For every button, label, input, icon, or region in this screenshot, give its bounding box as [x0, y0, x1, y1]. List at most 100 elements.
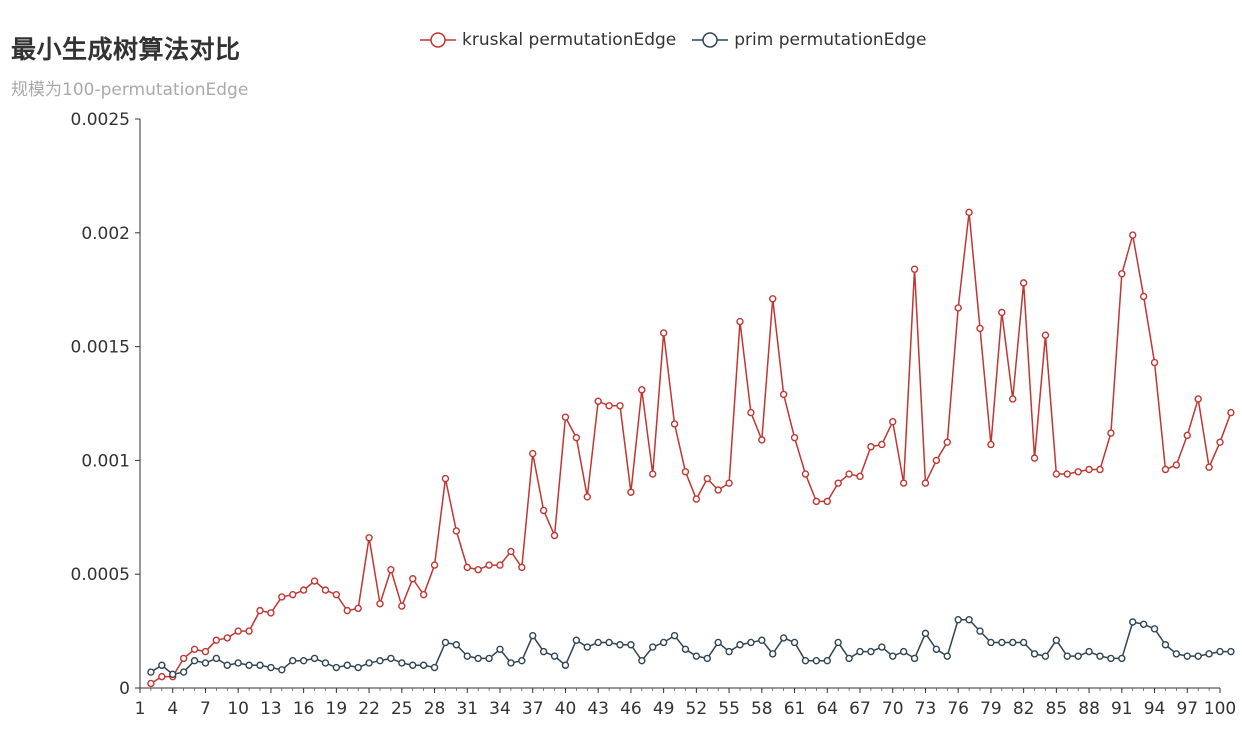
x-tick-label: 4 [167, 699, 178, 719]
data-point-kruskal [725, 479, 733, 487]
legend: kruskal permutationEdge prim permutation… [420, 30, 926, 50]
data-point-kruskal [659, 329, 668, 337]
data-point-prim [1052, 636, 1061, 644]
data-point-kruskal [1129, 231, 1137, 239]
data-point-kruskal [518, 563, 526, 572]
data-point-kruskal [223, 634, 231, 642]
data-point-prim [987, 638, 995, 647]
data-point-kruskal [354, 604, 362, 613]
legend-label-prim: prim permutationEdge [734, 30, 927, 50]
legend-item-kruskal[interactable]: kruskal permutationEdge [420, 30, 676, 50]
data-point-prim [889, 652, 897, 660]
data-point-kruskal [245, 627, 253, 635]
data-point-prim [627, 641, 635, 649]
data-point-kruskal [387, 565, 395, 574]
data-point-kruskal [409, 575, 417, 583]
data-point-kruskal [616, 402, 624, 410]
data-point-kruskal [878, 440, 886, 449]
data-point-prim [452, 641, 461, 649]
chart-subtitle: 规模为100-permutationEdge [11, 80, 249, 100]
data-point-kruskal [670, 420, 679, 428]
data-point-kruskal [310, 577, 319, 585]
data-point-prim [147, 668, 155, 676]
data-point-kruskal [758, 436, 766, 444]
data-point-kruskal [201, 647, 210, 656]
data-point-prim [496, 645, 504, 654]
series-kruskal [147, 208, 1235, 688]
data-point-kruskal [398, 602, 406, 610]
x-tick-label: 73 [915, 699, 937, 719]
data-point-prim [1041, 652, 1050, 660]
series-layer [147, 208, 1235, 688]
data-point-prim [692, 652, 701, 660]
data-point-kruskal [234, 627, 242, 635]
data-point-kruskal [147, 679, 155, 688]
data-point-prim [474, 654, 482, 663]
x-tick-label: 79 [980, 699, 1002, 719]
data-point-prim [932, 645, 941, 654]
data-point-prim [801, 656, 810, 665]
data-point-prim [594, 638, 602, 647]
data-point-prim [649, 643, 657, 651]
data-point-prim [867, 647, 875, 656]
series-line-kruskal [150, 211, 1232, 685]
data-point-kruskal [572, 433, 581, 442]
y-tick-label: 0.001 [81, 451, 130, 471]
data-point-prim [736, 641, 744, 649]
data-point-prim [943, 652, 951, 660]
data-point-prim [1139, 620, 1148, 628]
data-point-prim [954, 616, 962, 624]
data-point-prim [1096, 652, 1104, 660]
data-point-kruskal [485, 561, 493, 569]
data-point-prim [376, 656, 384, 665]
data-point-prim [1030, 650, 1039, 658]
data-point-kruskal [441, 474, 450, 483]
data-point-prim [747, 638, 755, 647]
data-point-prim [1019, 638, 1028, 647]
data-point-kruskal [605, 402, 613, 410]
data-point-kruskal [867, 443, 875, 451]
data-point-kruskal [1183, 431, 1191, 440]
data-point-kruskal [954, 304, 962, 312]
data-point-prim [539, 647, 548, 656]
y-tick-label: 0.0005 [71, 565, 130, 585]
data-point-prim [725, 647, 733, 656]
data-point-kruskal [1030, 454, 1039, 462]
data-point-kruskal [507, 547, 515, 556]
data-point-prim [310, 654, 319, 663]
data-point-prim [1194, 652, 1202, 660]
data-point-prim [1183, 652, 1191, 660]
data-point-kruskal [823, 497, 831, 506]
legend-item-prim[interactable]: prim permutationEdge [692, 30, 926, 50]
data-point-kruskal [365, 534, 373, 542]
data-point-kruskal [790, 433, 799, 442]
data-point-prim [1107, 654, 1115, 663]
data-point-kruskal [561, 413, 570, 421]
data-point-kruskal [190, 645, 199, 654]
data-point-kruskal [529, 449, 537, 458]
data-point-kruskal [932, 456, 941, 465]
x-tick-label: 46 [620, 699, 642, 719]
x-tick-label: 91 [1111, 699, 1133, 719]
data-point-kruskal [987, 440, 995, 449]
data-point-prim [976, 627, 984, 635]
legend-marker-prim-icon [692, 32, 729, 48]
data-point-kruskal [430, 561, 439, 569]
data-point-kruskal [321, 586, 330, 594]
data-point-prim [758, 636, 766, 644]
data-point-kruskal [583, 493, 591, 501]
data-point-kruskal [267, 609, 275, 617]
data-point-prim [256, 661, 264, 669]
data-point-prim [354, 663, 362, 672]
data-point-kruskal [539, 506, 548, 515]
data-point-prim [550, 652, 559, 660]
data-point-kruskal [801, 470, 810, 478]
data-point-kruskal [1205, 463, 1213, 471]
data-point-prim [223, 661, 231, 669]
x-tick-label: 34 [489, 699, 511, 719]
data-point-prim [398, 659, 406, 667]
data-point-prim [1227, 647, 1235, 656]
data-point-kruskal [179, 654, 188, 663]
data-point-kruskal [812, 497, 821, 506]
data-point-prim [1150, 625, 1159, 633]
